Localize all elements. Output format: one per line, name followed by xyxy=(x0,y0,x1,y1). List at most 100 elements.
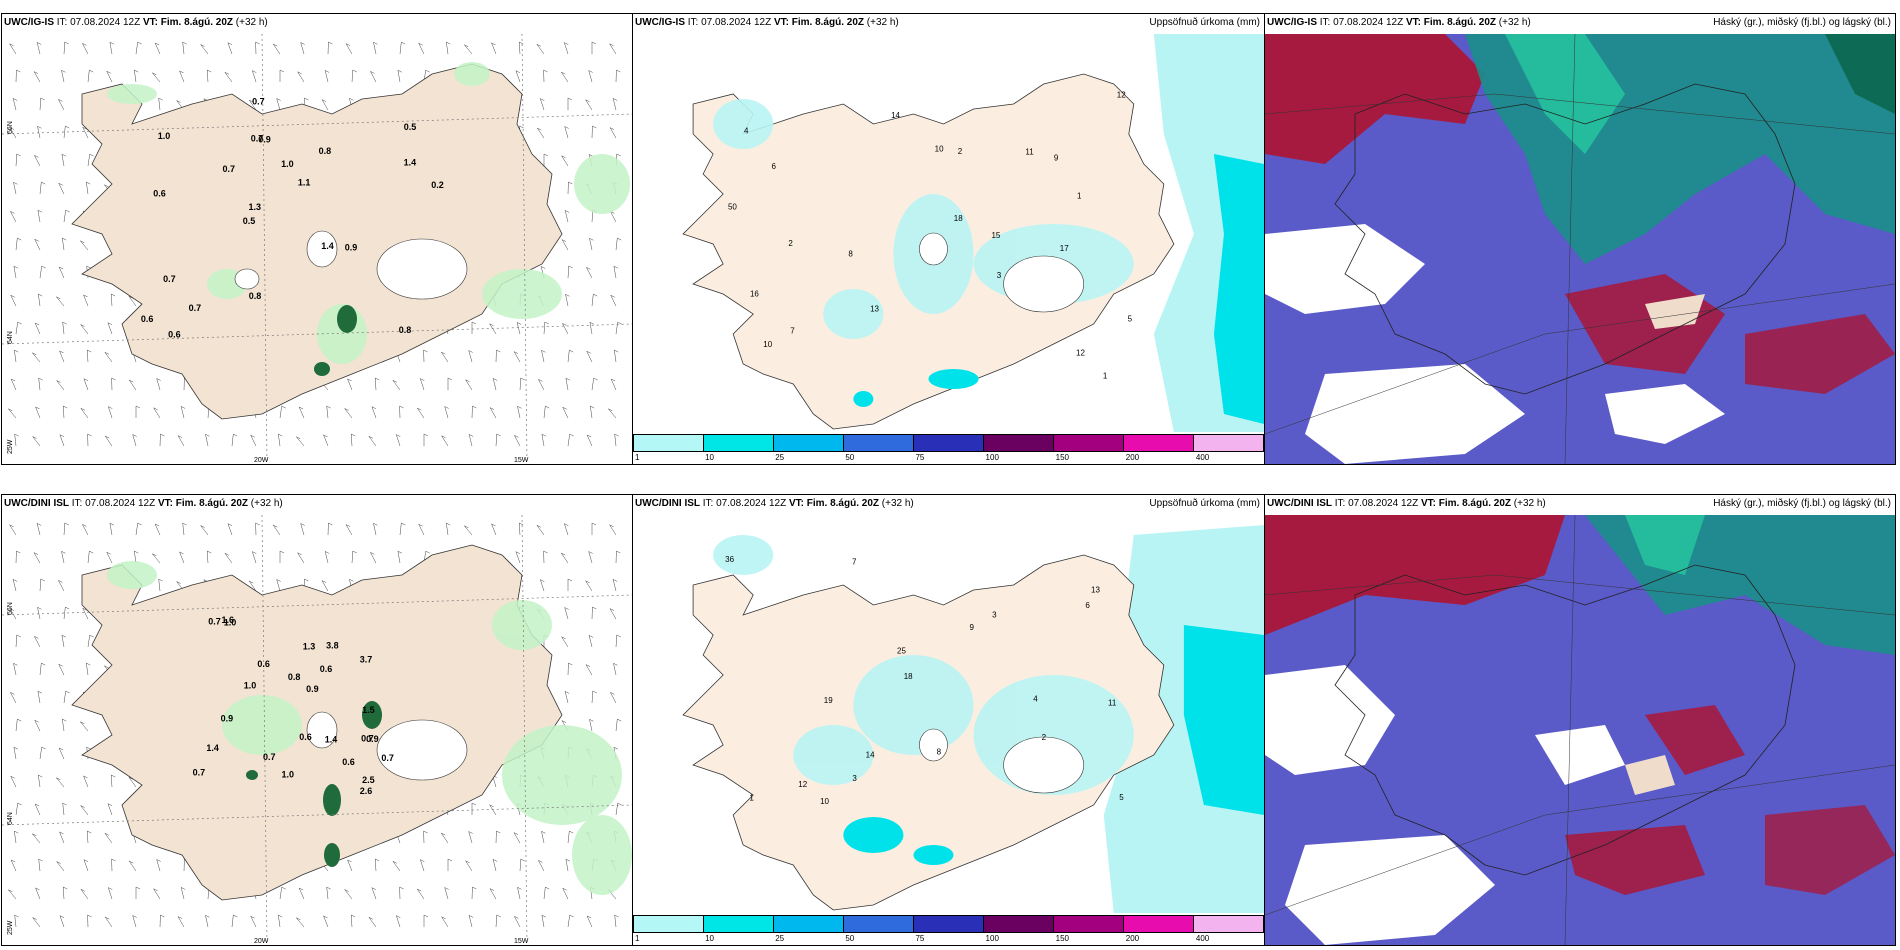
wind-barb xyxy=(56,296,65,307)
wind-barb xyxy=(515,70,521,83)
map-value-label: 3.8 xyxy=(326,640,339,650)
wind-barb xyxy=(255,522,260,536)
wind-barb xyxy=(615,550,621,564)
colorbar-tick-label: 50 xyxy=(845,934,855,943)
wind-barb xyxy=(321,99,329,111)
wind-barb xyxy=(277,433,283,447)
map-value-label: 2.6 xyxy=(360,786,373,796)
wind-barb xyxy=(33,71,41,83)
wind-barb xyxy=(615,321,622,335)
wind-barb xyxy=(154,42,161,55)
wind-barb xyxy=(445,41,451,55)
wind-barb xyxy=(272,524,281,536)
colorbar-swatch xyxy=(634,916,704,932)
wind-barb xyxy=(133,550,139,564)
wind-barb xyxy=(152,553,161,564)
wind-barb xyxy=(591,377,598,391)
glaciers xyxy=(234,230,468,300)
map-value-label: 0.6 xyxy=(168,329,181,339)
panel-row1-accum-precip: UWC/IG-IS IT: 07.08.2024 12Z VT: Fim. 8.… xyxy=(632,13,1265,465)
wind-barb xyxy=(80,324,89,335)
wind-barb xyxy=(562,406,569,419)
wind-barb xyxy=(591,606,597,620)
wind-barb xyxy=(109,522,115,536)
wind-barb xyxy=(488,804,497,816)
map-value-label: 4 xyxy=(744,126,749,135)
wind-barb xyxy=(488,323,497,335)
wind-barb xyxy=(251,70,257,83)
colorbar-swatch xyxy=(704,916,774,932)
colorbar-swatch xyxy=(774,916,844,932)
wind-barb xyxy=(158,97,163,111)
map-value-label: 1.4 xyxy=(325,734,338,744)
wind-barb xyxy=(344,408,353,419)
wind-barb xyxy=(468,831,473,844)
wind-barb xyxy=(543,886,550,900)
panel-title: UWC/IG-IS IT: 07.08.2024 12Z VT: Fim. 8.… xyxy=(1267,17,1531,28)
wind-barb xyxy=(38,377,43,391)
wind-barb xyxy=(468,350,473,363)
map-value-label: 14 xyxy=(866,750,875,759)
wind-barb xyxy=(61,237,67,251)
map-value-label: 0.7 xyxy=(223,164,236,174)
wind-barb xyxy=(39,662,46,676)
colorbar-tick-label: 400 xyxy=(1195,934,1210,943)
colorbar-tick-label: 1 xyxy=(635,453,640,462)
wind-barb xyxy=(81,523,89,536)
wind-barb xyxy=(418,42,425,55)
wind-barb xyxy=(392,380,401,391)
colorbar-swatch xyxy=(1194,435,1263,451)
map-value-label: 25 xyxy=(897,647,906,656)
wind-barb xyxy=(350,433,356,447)
wind-barb xyxy=(369,70,377,83)
wind-barb xyxy=(591,690,597,704)
wind-barb xyxy=(276,98,281,111)
wind-barb xyxy=(471,802,477,815)
map-value-label: 0.7 xyxy=(163,274,176,284)
wind-barb xyxy=(423,550,430,564)
wind-barb xyxy=(374,858,380,872)
wind-barb xyxy=(395,915,401,928)
map-value-label: 1.0 xyxy=(224,618,237,628)
colorbar-tick-label: 25 xyxy=(775,934,785,943)
wind-barb xyxy=(565,377,571,391)
wind-barb xyxy=(519,858,525,872)
colorbar-tick-label: 100 xyxy=(985,453,999,462)
wind-barb xyxy=(61,69,66,83)
wind-barb xyxy=(12,97,18,111)
wind-barb xyxy=(35,406,41,419)
map-value-label: 0.8 xyxy=(249,291,262,301)
wind-barb xyxy=(33,552,41,564)
wind-barb xyxy=(10,294,17,307)
wind-barb xyxy=(564,209,570,223)
wind-barb xyxy=(9,608,17,620)
svg-text:20W: 20W xyxy=(254,938,269,945)
map-value-label: 2.5 xyxy=(362,775,375,785)
wind-barb xyxy=(609,691,617,704)
map-value-label: 0.5 xyxy=(404,122,417,132)
wind-barb xyxy=(32,833,41,844)
wind-barb xyxy=(39,746,46,760)
wind-barb xyxy=(87,914,92,928)
wind-barb xyxy=(567,181,573,195)
wind-barb xyxy=(324,550,330,564)
map-value-label: 10 xyxy=(763,340,772,349)
wind-barb xyxy=(371,887,377,900)
map-value-label: 0.8 xyxy=(399,325,412,335)
wind-barb xyxy=(613,265,619,279)
wind-barb xyxy=(87,634,94,648)
wind-barb xyxy=(10,378,17,391)
wind-barb xyxy=(471,405,477,419)
wind-barb xyxy=(296,917,305,928)
wind-barb xyxy=(591,41,597,54)
wind-barb xyxy=(423,433,429,446)
map-value-label: 0.7 xyxy=(263,752,276,762)
map-value-label: 2 xyxy=(958,147,963,156)
wind-barb xyxy=(133,69,139,83)
wind-barb xyxy=(543,69,548,83)
wind-barb xyxy=(251,551,257,564)
map-area: 0.8 0.6 0.5 0.5 0.8 0.6 0.7 1.0 0.7 0.7 0.6 0.7 0.9 1… xyxy=(2,34,632,464)
